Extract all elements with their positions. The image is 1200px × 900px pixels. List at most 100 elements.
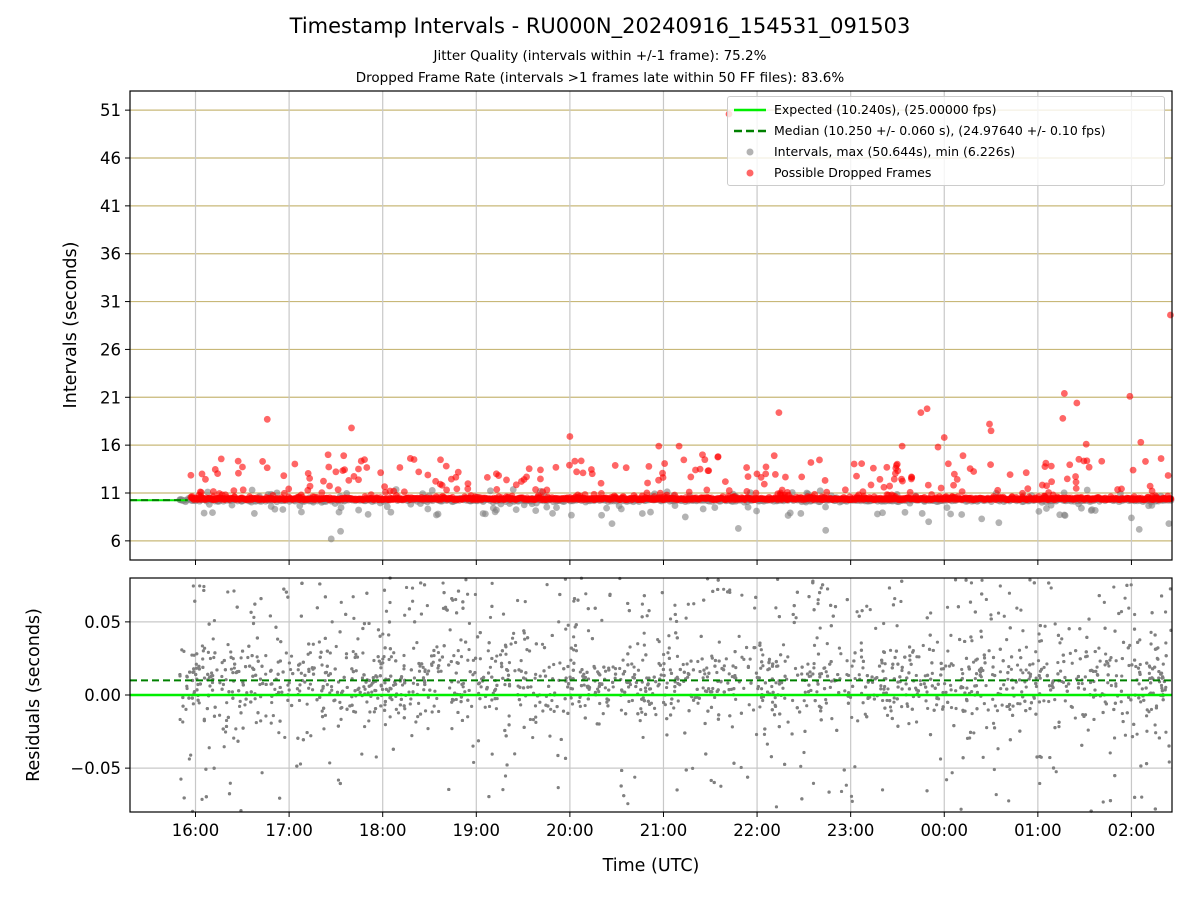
residual-point	[872, 697, 877, 701]
residual-point	[1157, 736, 1161, 740]
interval-point	[250, 510, 258, 517]
residual-point	[1103, 663, 1107, 667]
residual-point	[1163, 610, 1168, 614]
top-y-tick-label: 26	[100, 340, 121, 359]
residual-point	[1140, 795, 1144, 799]
dropped-frame-point	[280, 489, 288, 497]
residual-point	[403, 707, 407, 711]
dropped-frame-point	[987, 461, 994, 469]
dropped-frame-point	[816, 456, 823, 464]
residual-point	[786, 720, 790, 724]
residual-point	[691, 698, 696, 702]
interval-point	[520, 501, 528, 509]
residual-point	[545, 583, 549, 587]
residual-point	[894, 649, 899, 653]
residual-point	[307, 642, 311, 646]
residual-point	[707, 671, 711, 675]
interval-point	[608, 520, 616, 528]
dropped-frame-point	[442, 462, 450, 470]
dropped-frame-point	[1019, 489, 1026, 497]
residual-point	[678, 683, 682, 687]
residual-point	[779, 681, 784, 685]
interval-point	[271, 505, 279, 513]
residual-point	[563, 697, 567, 701]
residual-point	[992, 767, 996, 772]
residual-point	[566, 682, 571, 686]
residual-point	[863, 712, 867, 716]
residual-point	[1015, 606, 1019, 610]
residual-point	[623, 690, 627, 694]
dropped-frame-point	[705, 467, 713, 475]
residual-point	[383, 646, 387, 650]
residual-point	[1160, 676, 1164, 680]
residual-point	[1129, 583, 1133, 587]
dropped-frame-point	[1072, 473, 1079, 480]
residual-point	[529, 685, 533, 689]
residual-point	[569, 696, 573, 700]
residual-point	[332, 699, 336, 703]
residual-point	[211, 637, 215, 641]
residual-point	[908, 658, 912, 662]
dropped-frame-point	[453, 485, 461, 493]
residual-point	[471, 658, 476, 662]
interval-point	[428, 487, 436, 494]
residual-point	[745, 775, 750, 779]
residual-point	[686, 675, 690, 679]
residual-point	[409, 697, 413, 701]
residual-point	[880, 658, 884, 662]
residual-point	[586, 697, 590, 701]
dropped-frame-point	[415, 468, 423, 476]
residual-point	[662, 652, 666, 657]
residual-point	[572, 599, 576, 603]
residual-point	[691, 668, 696, 672]
residual-point	[793, 666, 798, 671]
residual-point	[341, 689, 345, 693]
residual-point	[759, 666, 763, 670]
interval-point	[204, 488, 212, 496]
residual-point	[224, 724, 229, 729]
residual-point	[685, 662, 689, 666]
residual-point	[1160, 686, 1164, 690]
residual-point	[636, 668, 641, 672]
residual-point	[404, 585, 409, 590]
residual-point	[697, 696, 701, 700]
residual-point	[423, 669, 427, 673]
residual-point	[935, 640, 940, 644]
residual-point	[729, 687, 734, 691]
residual-point	[885, 713, 890, 717]
residual-point	[378, 634, 382, 638]
residual-point	[383, 699, 388, 704]
dropped-frame-point	[1083, 457, 1091, 465]
residual-point	[215, 668, 219, 672]
dropped-frame-point	[215, 490, 223, 497]
residual-point	[456, 661, 460, 665]
residual-point	[961, 672, 965, 676]
residual-point	[1106, 673, 1110, 677]
dropped-frame-point	[573, 468, 581, 476]
bottom-x-tick-label: 19:00	[453, 821, 501, 840]
residual-point	[1051, 766, 1056, 770]
residual-point	[991, 721, 996, 725]
residual-point	[523, 637, 527, 641]
residual-point	[673, 603, 677, 607]
residual-point	[1039, 639, 1044, 643]
residual-point	[618, 666, 622, 671]
residual-point	[194, 672, 198, 677]
interval-point	[298, 508, 305, 516]
residual-point	[519, 669, 523, 673]
residual-point	[251, 621, 256, 626]
residual-point	[382, 655, 386, 659]
residual-point	[844, 783, 848, 787]
residual-point	[403, 681, 407, 685]
residual-point	[254, 720, 258, 725]
residual-point	[882, 650, 886, 654]
residual-point	[288, 667, 293, 672]
residual-point	[954, 689, 958, 693]
residual-point	[423, 682, 427, 687]
residual-point	[979, 635, 984, 639]
residual-point	[865, 715, 869, 719]
residual-point	[413, 620, 417, 624]
dropped-frame-point	[1008, 493, 1016, 501]
residual-point	[269, 721, 273, 725]
residual-point	[1080, 743, 1084, 747]
